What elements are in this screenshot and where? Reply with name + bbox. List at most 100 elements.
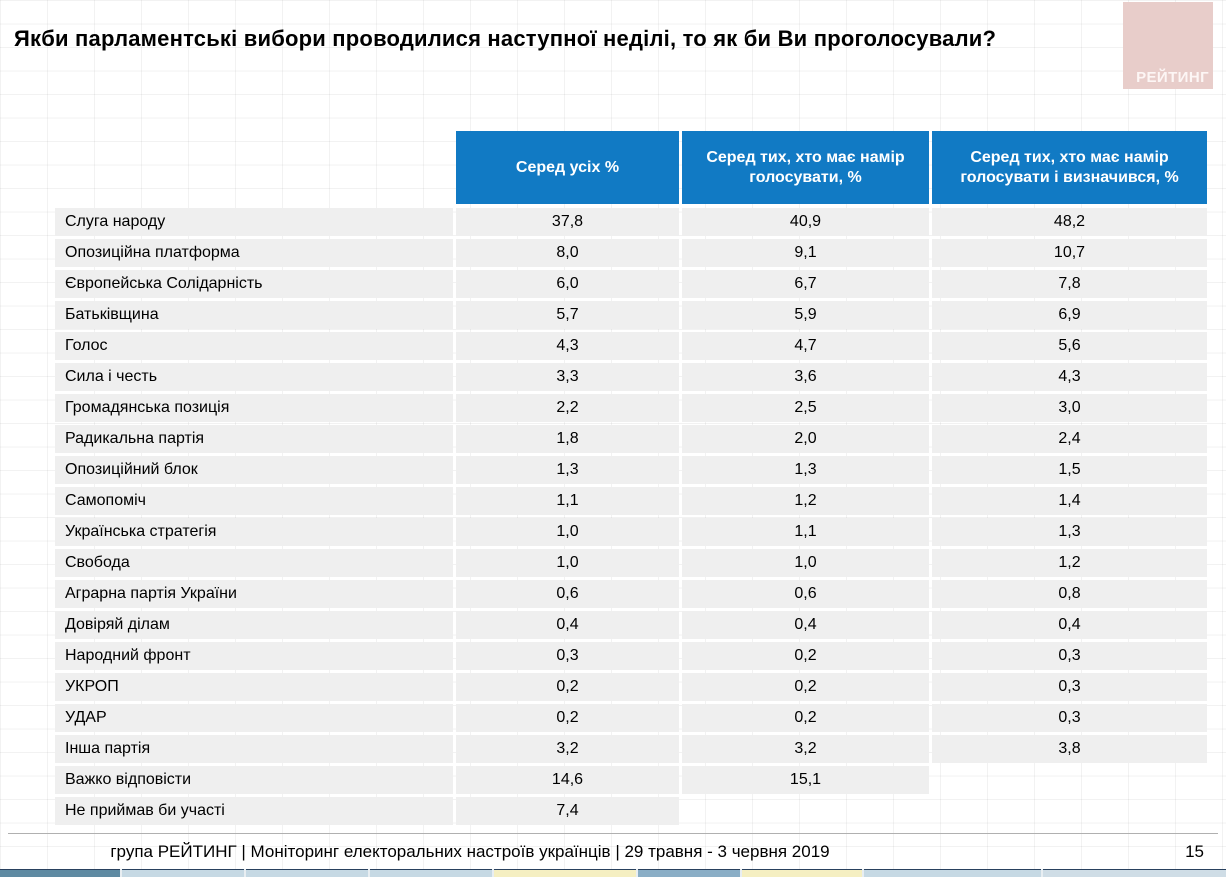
- table-corner-cell: [55, 131, 453, 204]
- value-cell-intend-to-vote: 0,6: [682, 580, 929, 608]
- table-row: Опозиційна платформа 8,0 9,1 10,7: [55, 239, 1207, 267]
- sheet-tab[interactable]: [370, 869, 492, 877]
- value-cell-decided: 4,3: [932, 363, 1207, 391]
- sheet-tabs-strip: [0, 869, 1226, 877]
- value-cell-intend-to-vote: 2,5: [682, 394, 929, 422]
- poll-results-table: Серед усіх % Серед тих, хто має намір го…: [55, 131, 1207, 828]
- table-row: Самопоміч 1,1 1,2 1,4: [55, 487, 1207, 515]
- value-cell-decided: 3,0: [932, 394, 1207, 422]
- sheet-tab[interactable]: [864, 869, 1041, 877]
- party-name-cell: Українська стратегія: [55, 518, 453, 546]
- value-cell-among-all: 1,8: [456, 425, 679, 453]
- value-cell-among-all: 3,2: [456, 735, 679, 763]
- table-row: Інша партія 3,2 3,2 3,8: [55, 735, 1207, 763]
- value-cell-among-all: 1,0: [456, 518, 679, 546]
- column-header-decided: Серед тих, хто має намір голосувати і ви…: [932, 131, 1207, 204]
- value-cell-decided: 10,7: [932, 239, 1207, 267]
- value-cell-among-all: 2,2: [456, 394, 679, 422]
- party-name-cell: Європейська Солідарність: [55, 270, 453, 298]
- value-cell-decided: 2,4: [932, 425, 1207, 453]
- party-name-cell: Аграрна партія України: [55, 580, 453, 608]
- value-cell-decided: [932, 797, 1207, 825]
- value-cell-among-all: 5,7: [456, 301, 679, 329]
- value-cell-among-all: 1,0: [456, 549, 679, 577]
- sheet-tab[interactable]: [494, 869, 636, 877]
- table-row: Радикальна партія 1,8 2,0 2,4: [55, 425, 1207, 453]
- table-row: Народний фронт 0,3 0,2 0,3: [55, 642, 1207, 670]
- value-cell-intend-to-vote: 2,0: [682, 425, 929, 453]
- value-cell-decided: 5,6: [932, 332, 1207, 360]
- value-cell-intend-to-vote: 0,4: [682, 611, 929, 639]
- rating-logo: РЕЙТИНГ: [1123, 2, 1213, 89]
- party-name-cell: Слуга народу: [55, 208, 453, 236]
- value-cell-decided: 1,5: [932, 456, 1207, 484]
- value-cell-decided: 7,8: [932, 270, 1207, 298]
- sheet-tab[interactable]: [0, 869, 120, 877]
- party-name-cell: Свобода: [55, 549, 453, 577]
- table-row: УКРОП 0,2 0,2 0,3: [55, 673, 1207, 701]
- page-number: 15: [1185, 842, 1204, 861]
- party-name-cell: Не приймав би участі: [55, 797, 453, 825]
- page-title: Якби парламентські вибори проводилися на…: [14, 26, 997, 51]
- sheet-tab[interactable]: [122, 869, 244, 877]
- value-cell-intend-to-vote: 0,2: [682, 673, 929, 701]
- party-name-cell: Сила і честь: [55, 363, 453, 391]
- party-name-cell: Довіряй ділам: [55, 611, 453, 639]
- value-cell-decided: 48,2: [932, 208, 1207, 236]
- value-cell-among-all: 37,8: [456, 208, 679, 236]
- party-name-cell: Опозиційний блок: [55, 456, 453, 484]
- value-cell-among-all: 0,6: [456, 580, 679, 608]
- value-cell-intend-to-vote: 1,2: [682, 487, 929, 515]
- value-cell-among-all: 8,0: [456, 239, 679, 267]
- column-header-intend-to-vote: Серед тих, хто має намір голосувати, %: [682, 131, 929, 204]
- value-cell-decided: 1,4: [932, 487, 1207, 515]
- sheet-tab[interactable]: [246, 869, 368, 877]
- value-cell-decided: 0,3: [932, 704, 1207, 732]
- table-row: Слуга народу 37,8 40,9 48,2: [55, 208, 1207, 236]
- party-name-cell: Народний фронт: [55, 642, 453, 670]
- value-cell-decided: 0,4: [932, 611, 1207, 639]
- value-cell-decided: [932, 766, 1207, 794]
- table-row: Не приймав би участі 7,4: [55, 797, 1207, 825]
- value-cell-intend-to-vote: 0,2: [682, 642, 929, 670]
- table-row: Європейська Солідарність 6,0 6,7 7,8: [55, 270, 1207, 298]
- value-cell-decided: 0,8: [932, 580, 1207, 608]
- table-row: Громадянська позиція 2,2 2,5 3,0: [55, 394, 1207, 422]
- value-cell-decided: 6,9: [932, 301, 1207, 329]
- value-cell-among-all: 7,4: [456, 797, 679, 825]
- table-header-row: Серед усіх % Серед тих, хто має намір го…: [55, 131, 1207, 204]
- table-row: Свобода 1,0 1,0 1,2: [55, 549, 1207, 577]
- value-cell-intend-to-vote: 15,1: [682, 766, 929, 794]
- value-cell-intend-to-vote: 4,7: [682, 332, 929, 360]
- value-cell-intend-to-vote: 1,0: [682, 549, 929, 577]
- value-cell-among-all: 0,2: [456, 704, 679, 732]
- value-cell-among-all: 14,6: [456, 766, 679, 794]
- party-name-cell: Батьківщина: [55, 301, 453, 329]
- value-cell-decided: 1,2: [932, 549, 1207, 577]
- table-row: Важко відповісти 14,6 15,1: [55, 766, 1207, 794]
- value-cell-among-all: 4,3: [456, 332, 679, 360]
- table-row: Голос 4,3 4,7 5,6: [55, 332, 1207, 360]
- party-name-cell: Опозиційна платформа: [55, 239, 453, 267]
- party-name-cell: Інша партія: [55, 735, 453, 763]
- value-cell-intend-to-vote: 0,2: [682, 704, 929, 732]
- value-cell-intend-to-vote: 1,1: [682, 518, 929, 546]
- table-row: Аграрна партія України 0,6 0,6 0,8: [55, 580, 1207, 608]
- table-row: УДАР 0,2 0,2 0,3: [55, 704, 1207, 732]
- value-cell-intend-to-vote: 3,6: [682, 363, 929, 391]
- party-name-cell: Громадянська позиція: [55, 394, 453, 422]
- party-name-cell: УКРОП: [55, 673, 453, 701]
- column-header-among-all: Серед усіх %: [456, 131, 679, 204]
- table-row: Опозиційний блок 1,3 1,3 1,5: [55, 456, 1207, 484]
- sheet-tab[interactable]: [742, 869, 862, 877]
- table-row: Сила і честь 3,3 3,6 4,3: [55, 363, 1207, 391]
- value-cell-intend-to-vote: 3,2: [682, 735, 929, 763]
- value-cell-intend-to-vote: 1,3: [682, 456, 929, 484]
- sheet-tab[interactable]: [1043, 869, 1226, 877]
- value-cell-among-all: 6,0: [456, 270, 679, 298]
- footer-divider: [8, 833, 1218, 834]
- value-cell-decided: 0,3: [932, 642, 1207, 670]
- value-cell-among-all: 3,3: [456, 363, 679, 391]
- sheet-tab[interactable]: [638, 869, 740, 877]
- value-cell-intend-to-vote: 9,1: [682, 239, 929, 267]
